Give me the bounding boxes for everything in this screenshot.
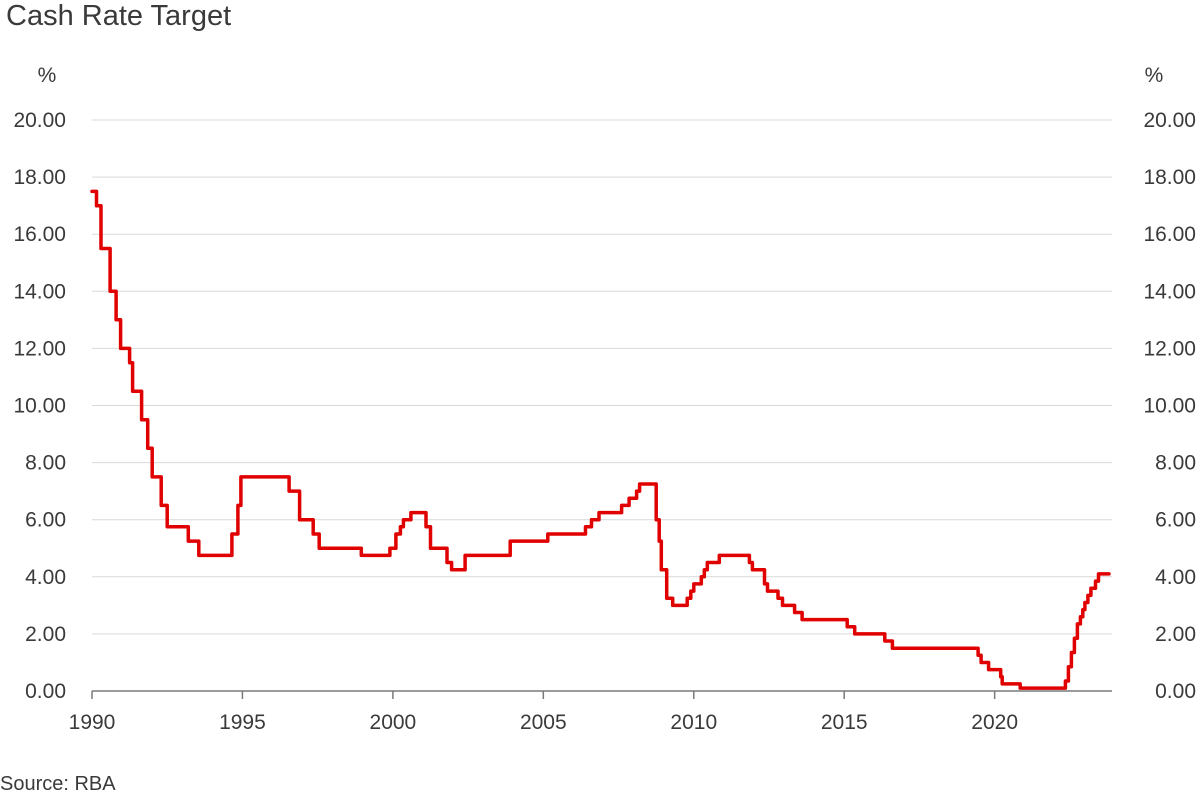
y-tick-label-left: 18.00 xyxy=(13,166,66,189)
y-tick-label-left: 4.00 xyxy=(25,566,66,589)
y-tick-label-left: 0.00 xyxy=(25,680,66,703)
x-tick-label: 2005 xyxy=(520,711,567,734)
y-tick-label-right: 4.00 xyxy=(1155,566,1196,589)
y-tick-label-left: 6.00 xyxy=(25,509,66,532)
y-tick-label-right: 6.00 xyxy=(1155,509,1196,532)
x-tick-label: 2020 xyxy=(971,711,1018,734)
y-tick-label-left: 8.00 xyxy=(25,452,66,475)
y-tick-label-right: 0.00 xyxy=(1155,680,1196,703)
x-tick-label: 1990 xyxy=(69,711,116,734)
y-tick-label-left: 2.00 xyxy=(25,623,66,646)
y-unit-left: % xyxy=(38,64,57,87)
x-tick-label: 2000 xyxy=(370,711,417,734)
y-tick-label-left: 14.00 xyxy=(13,280,66,303)
y-unit-right: % xyxy=(1145,64,1164,87)
y-tick-label-right: 16.00 xyxy=(1143,223,1196,246)
cash-rate-line xyxy=(90,189,1111,690)
x-tick-label: 1995 xyxy=(219,711,266,734)
y-tick-label-right: 2.00 xyxy=(1155,623,1196,646)
y-tick-label-right: 12.00 xyxy=(1143,337,1196,360)
y-tick-label-right: 14.00 xyxy=(1143,280,1196,303)
y-tick-label-left: 12.00 xyxy=(13,337,66,360)
x-tick-label: 2015 xyxy=(821,711,868,734)
x-tick-label: 2010 xyxy=(670,711,717,734)
source-note: Source: RBA xyxy=(0,773,116,795)
y-tick-label-left: 20.00 xyxy=(13,109,66,132)
y-tick-label-right: 10.00 xyxy=(1143,395,1196,418)
chart-title: Cash Rate Target xyxy=(6,0,232,32)
y-tick-label-left: 16.00 xyxy=(13,223,66,246)
y-tick-label-left: 10.00 xyxy=(13,395,66,418)
y-tick-label-right: 8.00 xyxy=(1155,452,1196,475)
y-tick-label-right: 18.00 xyxy=(1143,166,1196,189)
y-tick-label-right: 20.00 xyxy=(1143,109,1196,132)
